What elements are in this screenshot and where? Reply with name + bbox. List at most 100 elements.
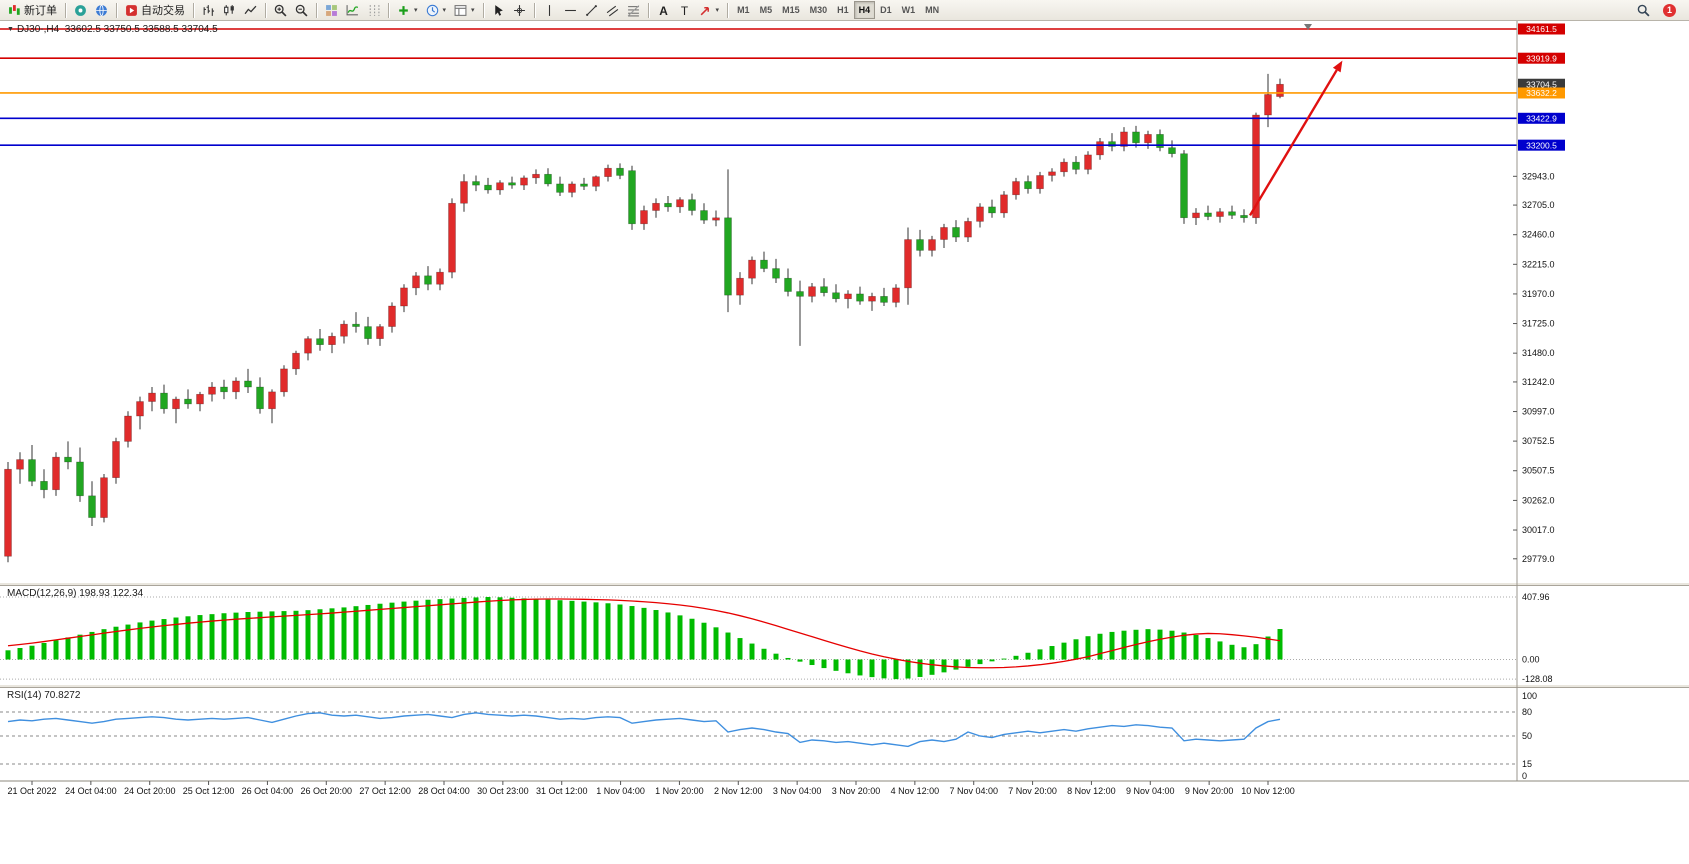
- tf-d1-label: D1: [880, 5, 892, 15]
- channel-tool-button[interactable]: [602, 1, 623, 19]
- tf-m5-label: M5: [759, 5, 773, 15]
- autotrade-button[interactable]: 自动交易: [121, 1, 189, 19]
- add-indicator-button[interactable]: ▾: [393, 1, 422, 19]
- templates-button[interactable]: ▾: [450, 1, 479, 19]
- macd-bar: [317, 609, 323, 660]
- arrows-tool-button[interactable]: ▾: [695, 1, 724, 19]
- candle-body: [844, 293, 852, 300]
- tf-m1-button[interactable]: M1: [732, 1, 755, 19]
- candle-body: [1240, 215, 1248, 219]
- candle-body: [148, 392, 156, 402]
- tf-m15-button[interactable]: M15: [777, 1, 805, 19]
- time-scale-area[interactable]: [0, 781, 1517, 800]
- fibonacci-tool-button[interactable]: [623, 1, 644, 19]
- macd-bar: [1229, 644, 1235, 660]
- trend-arrow-line[interactable]: [1248, 69, 1338, 216]
- zoom-out-icon: [295, 4, 308, 17]
- notifications-button[interactable]: 1: [1659, 1, 1680, 19]
- tf-mn-button[interactable]: MN: [920, 1, 944, 19]
- chat-icon: [74, 4, 87, 17]
- rsi-pane[interactable]: [0, 688, 1517, 779]
- macd-bar: [365, 604, 371, 660]
- tf-d1-button[interactable]: D1: [875, 1, 897, 19]
- metaquotes-button[interactable]: [91, 1, 112, 19]
- candle-body: [400, 287, 408, 307]
- time-tick-label: 26 Oct 04:00: [242, 786, 294, 796]
- toolbar-separator: [482, 2, 484, 18]
- candle-body: [820, 286, 828, 294]
- macd-bar: [89, 631, 95, 660]
- crosshair-icon: [513, 4, 526, 17]
- macd-bar: [689, 618, 695, 660]
- search-button[interactable]: [1633, 1, 1654, 19]
- zoom-out-button[interactable]: [291, 1, 312, 19]
- cursor-button[interactable]: [488, 1, 509, 19]
- chart-shift-marker[interactable]: [1304, 24, 1312, 30]
- candle-body: [484, 184, 492, 191]
- candle-body: [160, 392, 168, 410]
- charts-community-button[interactable]: [70, 1, 91, 19]
- candle-body: [460, 181, 468, 204]
- macd-scale-label: -128.08: [1522, 674, 1553, 684]
- tf-m15-label: M15: [782, 5, 800, 15]
- candle-body: [1228, 211, 1236, 216]
- tf-h1-button[interactable]: H1: [832, 1, 854, 19]
- macd-pane[interactable]: [0, 586, 1517, 683]
- macd-bar: [713, 627, 719, 660]
- periods-button[interactable]: ▾: [422, 1, 451, 19]
- current-price-tag: [1518, 78, 1565, 90]
- tf-h4-label: H4: [858, 5, 871, 15]
- candle-body: [448, 202, 456, 273]
- candle-body: [436, 271, 444, 285]
- time-tick-label: 7 Nov 04:00: [949, 786, 998, 796]
- chart-plot-area[interactable]: [0, 21, 1517, 581]
- text-tool-button[interactable]: A: [653, 1, 674, 19]
- tf-h4-button[interactable]: H4: [853, 1, 876, 19]
- chart-collapse-icon[interactable]: ▼: [7, 26, 14, 33]
- vertical-line-tool-button[interactable]: [539, 1, 560, 19]
- macd-bar: [737, 638, 743, 660]
- chart-candles-button[interactable]: [219, 1, 240, 19]
- candle-body: [940, 227, 948, 240]
- tf-m30-button[interactable]: M30: [805, 1, 833, 19]
- line-icon: [244, 4, 257, 17]
- macd-scale-label: 407.96: [1522, 592, 1550, 602]
- trendline-tool-button[interactable]: [581, 1, 602, 19]
- pane-separator[interactable]: [0, 582, 1689, 586]
- period-separators-button[interactable]: [363, 1, 384, 19]
- tile-windows-button[interactable]: [321, 1, 342, 19]
- tf-m5-button[interactable]: M5: [755, 1, 778, 19]
- grid-icon: [367, 4, 380, 17]
- time-tick-label: 24 Oct 04:00: [65, 786, 117, 796]
- indicators-button[interactable]: [342, 1, 363, 19]
- macd-bar: [557, 600, 563, 660]
- chart-bars-button[interactable]: [198, 1, 219, 19]
- candle-body: [1108, 141, 1116, 147]
- price-scale-area[interactable]: [1517, 21, 1567, 781]
- price-tick-label: 32943.0: [1522, 171, 1555, 181]
- new-order-button[interactable]: 新订单: [4, 1, 61, 19]
- macd-bar: [1253, 644, 1259, 660]
- rsi-scale-label: 15: [1522, 759, 1532, 769]
- vline-icon: [543, 4, 556, 17]
- macd-bar: [209, 614, 215, 660]
- horizontal-line-tool-button[interactable]: [560, 1, 581, 19]
- macd-bar: [449, 598, 455, 660]
- candle-body: [1192, 212, 1200, 219]
- chart-line-button[interactable]: [240, 1, 261, 19]
- label-tool-button[interactable]: T: [674, 1, 695, 19]
- trend-arrow-head: [1332, 60, 1343, 73]
- candle-body: [1156, 134, 1164, 148]
- candle-body: [124, 415, 132, 442]
- zoom-in-button[interactable]: [270, 1, 291, 19]
- time-tick-label: 31 Oct 12:00: [536, 786, 588, 796]
- candle-body: [808, 286, 816, 297]
- candle-body: [1252, 114, 1260, 219]
- tf-w1-button[interactable]: W1: [897, 1, 921, 19]
- pane-separator[interactable]: [0, 684, 1689, 688]
- candle-body: [100, 477, 108, 518]
- globe-icon: [95, 4, 108, 17]
- crosshair-button[interactable]: [509, 1, 530, 19]
- tf-mn-label: MN: [925, 5, 940, 15]
- candle-body: [892, 287, 900, 303]
